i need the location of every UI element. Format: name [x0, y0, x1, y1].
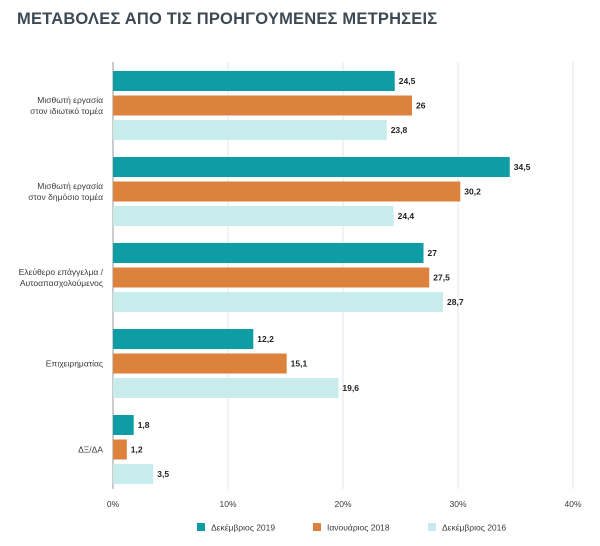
data-label: 24,5 — [399, 76, 416, 86]
category-label: στον δημόσιο τομέα — [28, 192, 103, 202]
category-label: Αυτοαπασχολούμενος — [20, 278, 103, 288]
bar — [113, 415, 134, 435]
data-label: 15,1 — [291, 359, 308, 369]
data-label: 1,2 — [131, 445, 143, 455]
bar — [113, 157, 510, 177]
legend-swatch — [313, 523, 321, 531]
legend-label: Ιανουάριος 2018 — [327, 523, 390, 533]
data-label: 28,7 — [447, 297, 464, 307]
bar — [113, 206, 394, 226]
x-tick-label: 20% — [334, 499, 351, 509]
bar — [113, 71, 395, 91]
x-tick-label: 40% — [564, 499, 581, 509]
bar — [113, 353, 287, 374]
bar — [113, 464, 154, 484]
data-label: 26 — [416, 101, 426, 111]
bar — [113, 120, 387, 140]
bar — [113, 95, 412, 116]
data-label: 27,5 — [433, 273, 450, 283]
bar — [113, 267, 430, 288]
bar — [113, 439, 127, 460]
data-label: 1,8 — [138, 420, 150, 430]
legend-swatch — [197, 523, 205, 531]
bar — [113, 181, 461, 202]
data-label: 19,6 — [342, 383, 359, 393]
category-label: Επιχειρηματίας — [46, 359, 103, 369]
data-label: 27 — [428, 248, 438, 258]
legend-label: Δεκέμβριος 2019 — [211, 523, 275, 533]
data-label: 3,5 — [157, 469, 169, 479]
category-label: Ελεύθερο επάγγελμα / — [19, 267, 104, 277]
x-tick-label: 0% — [107, 499, 120, 509]
bar — [113, 378, 339, 398]
bar — [113, 292, 444, 312]
category-label: Μισθωτή εργασία — [37, 181, 103, 191]
data-label: 12,2 — [257, 334, 274, 344]
category-label: ΔΞ/ΔΑ — [78, 445, 103, 455]
category-label: Μισθωτή εργασία — [37, 95, 103, 105]
x-tick-label: 10% — [219, 499, 236, 509]
data-label: 24,4 — [398, 211, 415, 221]
category-label: στον ιδιωτικό τομέα — [30, 106, 103, 116]
data-label: 23,8 — [391, 125, 408, 135]
legend-swatch — [428, 523, 436, 531]
data-label: 30,2 — [464, 187, 481, 197]
legend-label: Δεκέμβριος 2016 — [442, 523, 506, 533]
x-tick-label: 30% — [449, 499, 466, 509]
bar — [113, 243, 424, 263]
chart-title: ΜΕΤΑΒΟΛΕΣ ΑΠΟ ΤΙΣ ΠΡΟΗΓΟΥΜΕΝΕΣ ΜΕΤΡΗΣΕΙΣ — [17, 10, 438, 28]
data-label: 34,5 — [514, 162, 531, 172]
bar — [113, 329, 254, 349]
